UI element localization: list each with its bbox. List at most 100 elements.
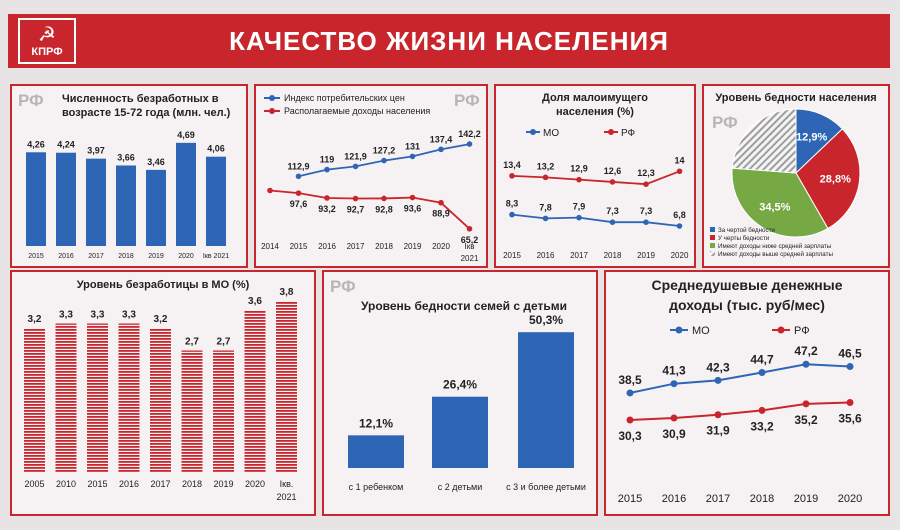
series-line [629, 363, 851, 394]
bar [87, 323, 108, 472]
chart-title: Уровень безработицы в МО (%) [77, 279, 250, 291]
tick-label: 2016 [537, 251, 555, 260]
pie-slice [731, 108, 797, 174]
bar [118, 323, 140, 472]
data-label: 88,9 [432, 209, 450, 219]
bar [56, 152, 76, 246]
data-point [758, 368, 766, 376]
tick-label: 2019 [637, 251, 655, 260]
legend-marker [608, 129, 614, 135]
legend-label: Имеют доходы выше средней зарплаты [718, 251, 833, 258]
bar [244, 310, 266, 472]
data-point [509, 211, 515, 218]
tick-label: 2018 [604, 251, 622, 260]
legend-swatch [710, 243, 715, 248]
legend-marker [269, 108, 275, 114]
data-label: 3,6 [248, 296, 262, 307]
bar [206, 156, 226, 246]
tick-label: 2016 [318, 242, 336, 251]
tick-label: 2018 [375, 242, 393, 251]
data-label: 41,3 [662, 364, 686, 378]
unemployed-count-chart: РФ Численность безработных в возрасте 15-7… [18, 91, 231, 260]
region-label: РФ [454, 91, 480, 110]
bar [146, 169, 166, 246]
data-label: 47,2 [794, 344, 818, 358]
data-point [466, 141, 473, 147]
data-label: 137,4 [430, 134, 453, 144]
legend-label: РФ [794, 325, 810, 337]
data-label: 4,69 [177, 130, 195, 140]
region-label: РФ [712, 113, 738, 132]
tick-label: 2020 [245, 479, 265, 489]
data-point [409, 153, 416, 160]
tick-label: 2015 [503, 251, 521, 260]
poverty-level-panel: Уровень бедности населения РФ 12,9% 28,8% 34… [702, 84, 890, 268]
tick-label: 2017 [347, 242, 365, 251]
page-title: КАЧЕСТВО ЖИЗНИ НАСЕЛЕНИЯ [229, 26, 669, 56]
chart-title: Среднедушевые денежные [652, 277, 843, 293]
region-label: РФ [330, 277, 356, 296]
tick-label: 2017 [150, 479, 170, 489]
tick-label: с 3 и более детьми [506, 482, 586, 492]
data-point [409, 194, 416, 201]
legend-label: У черты бедности [718, 235, 770, 242]
data-label: 50,3% [529, 313, 563, 327]
cpi-income-chart: РФ Индекс потребительских цен Располагаемы… [261, 91, 481, 263]
tick-label: 2021 [461, 254, 479, 263]
bar [26, 152, 46, 246]
kprf-logo: ☭ КПРФ [18, 18, 76, 64]
tick-label: 2015 [28, 253, 44, 260]
chart-title: Численность безработных в [62, 93, 219, 105]
data-label: 12,6 [604, 166, 622, 176]
pie-slice [795, 128, 861, 230]
legend-swatch [710, 251, 715, 256]
data-label: 3,3 [122, 310, 136, 321]
data-point [352, 195, 359, 202]
legend-swatch [710, 227, 715, 232]
bar [24, 328, 45, 472]
data-label: 112,9 [287, 161, 309, 171]
data-point [670, 380, 678, 388]
data-point [802, 360, 810, 368]
tick-label: 2021 [276, 492, 296, 502]
legend-marker [675, 326, 683, 334]
data-label: 97,6 [290, 199, 308, 209]
tick-label: 2005 [24, 479, 44, 489]
data-label: 26,4% [443, 378, 477, 392]
data-label: 3,2 [154, 314, 168, 325]
data-label: 35,2 [794, 413, 818, 427]
tick-label: 2020 [671, 251, 689, 260]
data-point [714, 376, 722, 384]
series-line [269, 189, 471, 230]
per-capita-income-panel: Среднедушевые денежные доходы (тыс. руб/м… [604, 270, 890, 516]
data-label: 3,46 [147, 157, 165, 167]
legend-label: За чертой бедности [718, 227, 775, 234]
bar [176, 142, 196, 246]
slice-label: 34,5% [759, 202, 790, 214]
data-label: 8,3 [506, 199, 519, 209]
tick-label: Iкв 2021 [203, 253, 229, 260]
data-label: 93,6 [404, 204, 422, 214]
tick-label: 2019 [404, 242, 422, 251]
data-point [670, 414, 678, 422]
data-label: 42,3 [706, 360, 730, 374]
chart-title: доходы (тыс. руб/мес) [669, 297, 825, 313]
bar [213, 350, 234, 472]
region-label: РФ [18, 91, 44, 110]
data-point [758, 406, 766, 414]
legend-label: МО [692, 325, 710, 337]
data-label: 2,7 [217, 337, 231, 348]
data-label: 12,1% [359, 416, 393, 430]
data-label: 35,6 [838, 412, 862, 426]
tick-label: 2019 [148, 253, 164, 260]
data-label: 30,9 [662, 427, 686, 441]
data-label: 33,2 [750, 419, 774, 433]
data-point [381, 195, 387, 202]
legend-marker [530, 129, 536, 135]
data-label: 7,3 [606, 206, 619, 216]
chart-title: Уровень бедности населения [715, 92, 876, 104]
data-label: 119 [320, 155, 335, 165]
tick-label: 2015 [87, 479, 107, 489]
data-point [542, 174, 549, 181]
tick-label: с 1 ребенком [349, 482, 404, 492]
